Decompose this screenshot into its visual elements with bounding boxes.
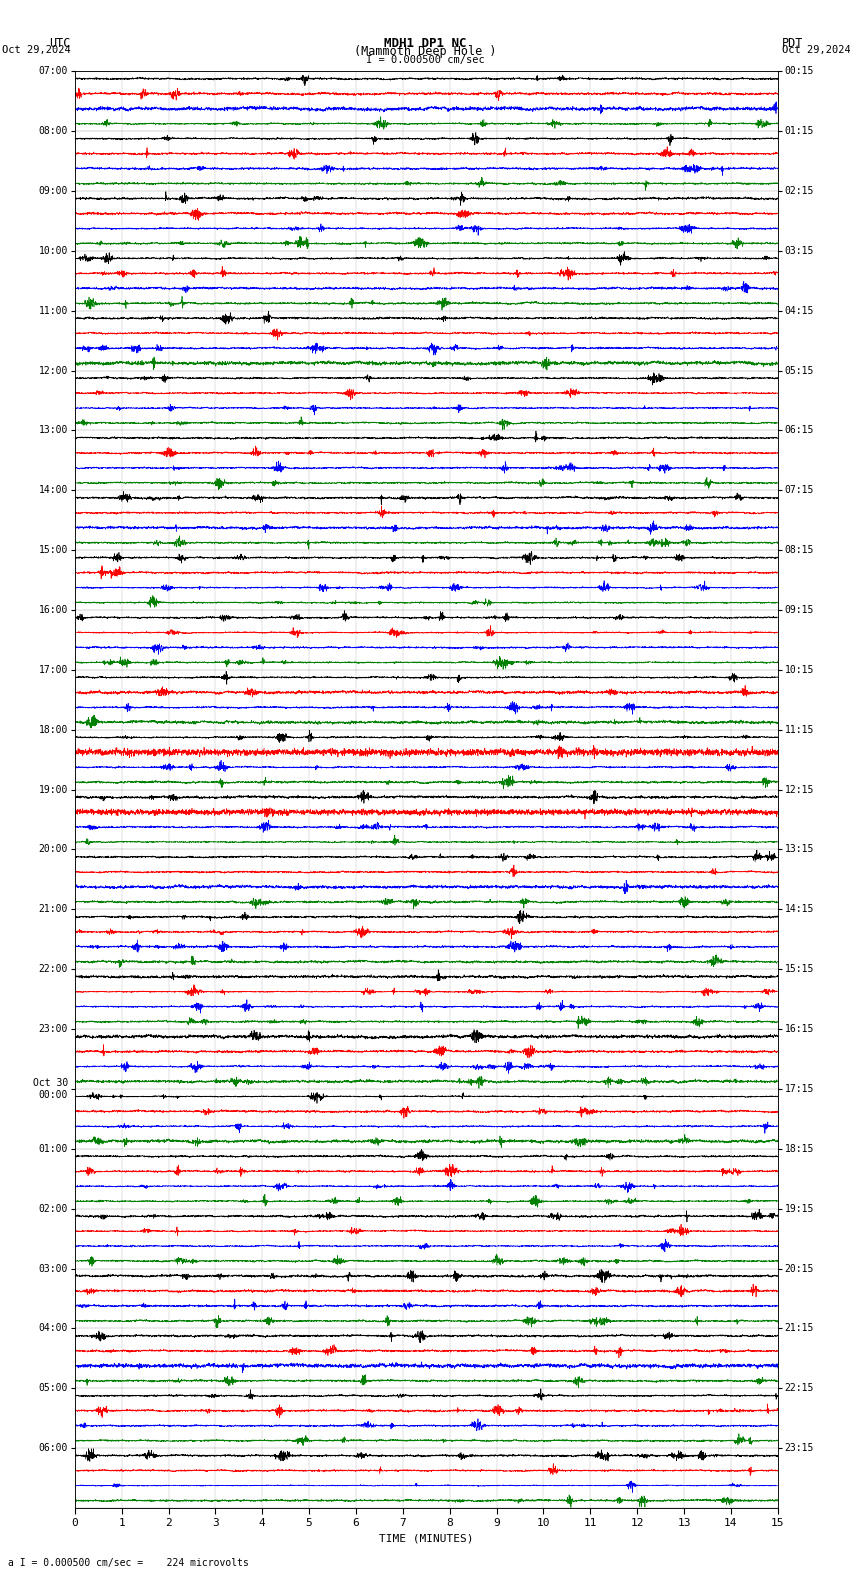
Text: PDT: PDT: [782, 36, 803, 51]
Text: (Mammoth Deep Hole ): (Mammoth Deep Hole ): [354, 44, 496, 59]
Text: I = 0.000500 cm/sec: I = 0.000500 cm/sec: [366, 54, 484, 65]
Text: a I = 0.000500 cm/sec =    224 microvolts: a I = 0.000500 cm/sec = 224 microvolts: [8, 1559, 249, 1568]
Text: Oct 29,2024: Oct 29,2024: [2, 44, 71, 55]
Text: Oct 29,2024: Oct 29,2024: [782, 44, 850, 55]
Text: UTC: UTC: [49, 36, 71, 51]
X-axis label: TIME (MINUTES): TIME (MINUTES): [379, 1533, 473, 1544]
Text: MDH1 DP1 NC: MDH1 DP1 NC: [383, 36, 467, 51]
